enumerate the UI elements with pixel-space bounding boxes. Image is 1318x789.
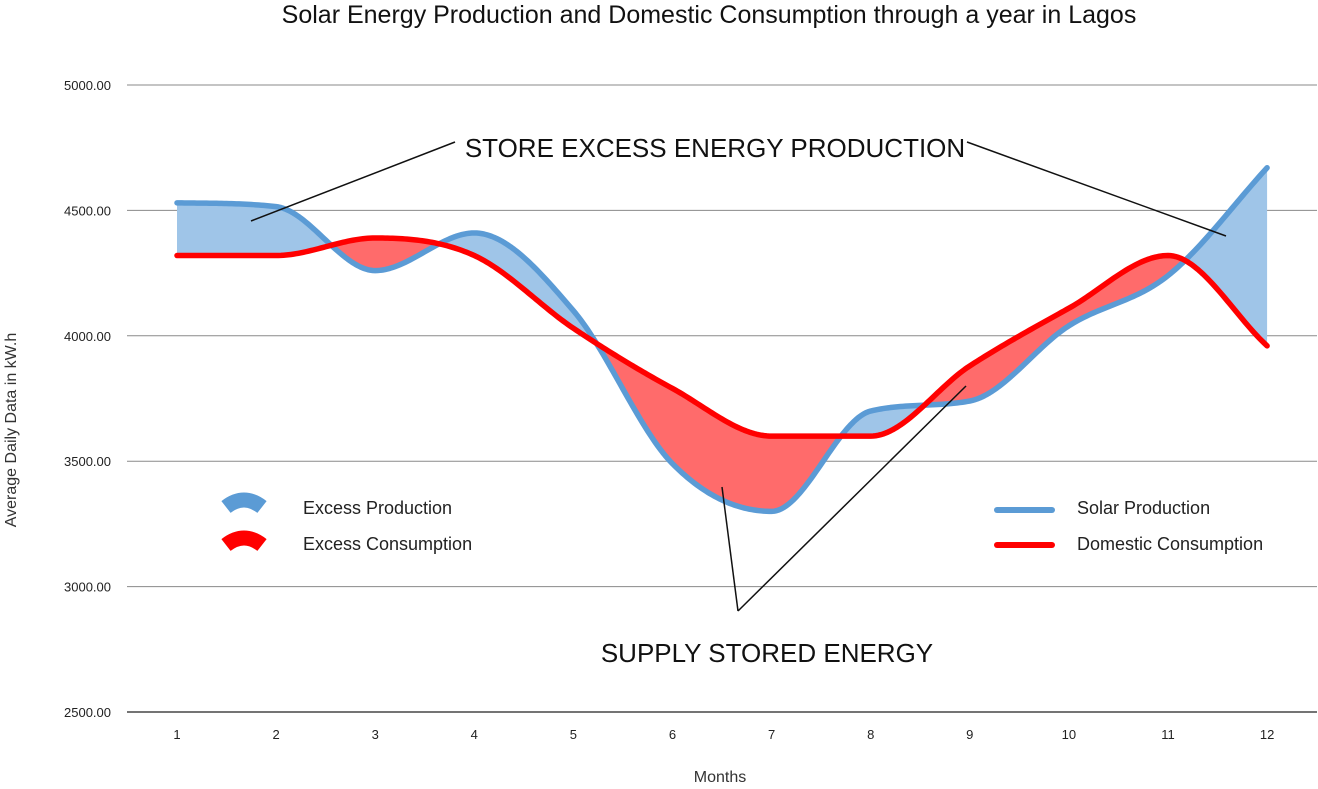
x-tick-label: 5 xyxy=(570,727,577,742)
annotation-supply-stored-text: SUPPLY STORED ENERGY xyxy=(601,638,933,668)
annotation-store-excess-pointer-left xyxy=(250,141,456,222)
y-axis-label: Average Daily Data in kW.h xyxy=(3,333,20,527)
annotation-supply-stored-pointer-right xyxy=(737,385,967,612)
legend-label-excess-consumption: Excess Consumption xyxy=(303,534,472,554)
chart-title: Solar Energy Production and Domestic Con… xyxy=(282,1,1137,29)
legend-swatch-excess-production xyxy=(221,492,267,514)
annotation-store-excess-text: STORE EXCESS ENERGY PRODUCTION xyxy=(465,133,965,163)
x-tick-label: 2 xyxy=(272,727,279,742)
annotation-store-excess-pointer-right xyxy=(966,141,1227,237)
y-tick-label: 5000.00 xyxy=(64,78,111,93)
excess-consumption-area xyxy=(924,255,1186,406)
x-tick-label: 12 xyxy=(1260,727,1274,742)
x-tick-label: 4 xyxy=(471,727,478,742)
excess-production-area xyxy=(177,202,332,256)
x-tick-label: 3 xyxy=(372,727,379,742)
domestic-consumption-line xyxy=(174,235,1270,439)
excess-consumption-area xyxy=(596,343,842,512)
excess-production-area xyxy=(1185,167,1268,346)
legend-label-excess-production: Excess Production xyxy=(303,498,452,518)
excess-production-area xyxy=(841,405,925,437)
solar-production-line xyxy=(174,165,1270,515)
x-tick-label: 8 xyxy=(867,727,874,742)
y-tick-label: 3500.00 xyxy=(64,454,111,469)
x-tick-label: 9 xyxy=(966,727,973,742)
legend-label-solar-production: Solar Production xyxy=(1077,498,1210,518)
x-tick-label: 11 xyxy=(1161,727,1175,742)
x-tick-label: 6 xyxy=(669,727,676,742)
gridlines xyxy=(127,84,1317,713)
y-tick-label: 3000.00 xyxy=(64,580,111,595)
excess-consumption-area xyxy=(331,237,440,271)
x-tick-label: 10 xyxy=(1062,727,1076,742)
annotation-store-excess: STORE EXCESS ENERGY PRODUCTION xyxy=(250,133,1227,237)
y-tick-labels: 5000.00 4500.00 4000.00 3500.00 3000.00 2500.… xyxy=(64,78,111,720)
x-tick-label: 7 xyxy=(768,727,775,742)
x-axis-label: Months xyxy=(694,769,746,786)
legend: Excess Production Excess Consumption Sol… xyxy=(221,492,1263,554)
y-tick-label: 4500.00 xyxy=(64,203,111,218)
annotation-supply-stored: SUPPLY STORED ENERGY xyxy=(601,385,967,668)
legend-swatch-excess-consumption xyxy=(221,530,267,552)
legend-label-domestic-consumption: Domestic Consumption xyxy=(1077,534,1263,554)
y-tick-label: 2500.00 xyxy=(64,705,111,720)
x-tick-labels: 1 2 3 4 5 6 7 8 9 10 11 12 xyxy=(173,727,1274,742)
x-tick-label: 1 xyxy=(173,727,180,742)
fill-areas xyxy=(177,167,1268,512)
series-lines xyxy=(174,165,1270,515)
y-tick-label: 4000.00 xyxy=(64,329,111,344)
annotation-supply-stored-pointer-left xyxy=(721,486,739,612)
